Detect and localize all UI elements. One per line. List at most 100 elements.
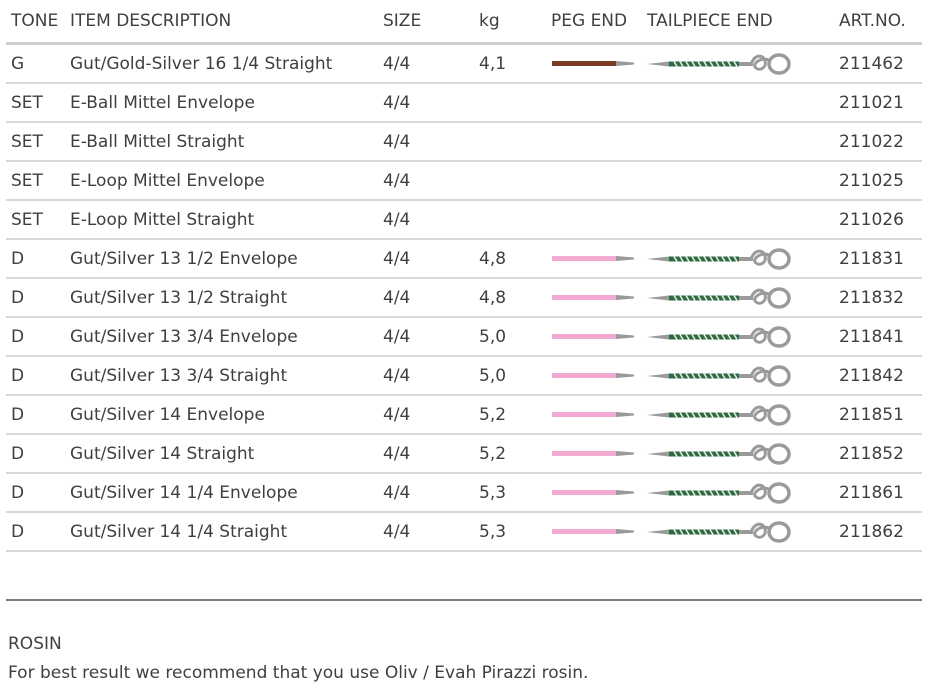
kg-cell: 5,2	[474, 434, 546, 474]
tone-cell: D	[6, 473, 65, 513]
size-cell: 4/4	[378, 434, 474, 474]
tailpiece-end-cell	[642, 278, 834, 318]
loop-end-icon	[647, 403, 791, 426]
table-row: SET E-Loop Mittel Envelope 4/4 211025	[6, 161, 922, 201]
tailpiece-end-cell	[642, 161, 834, 201]
size-cell: 4/4	[378, 83, 474, 123]
tone-cell: D	[6, 317, 65, 357]
peg-end-icon	[552, 60, 634, 66]
tailpiece-end-cell	[642, 434, 834, 474]
art-no-cell: 211021	[834, 83, 922, 123]
table-row: D Gut/Silver 13 1/2 Envelope 4/4 4,8 211831	[6, 239, 922, 279]
table-row: D Gut/Silver 13 1/2 Straight 4/4 4,8 211832	[6, 278, 922, 318]
peg-end-icon	[552, 372, 634, 378]
peg-end-cell	[546, 83, 642, 123]
art-no-cell: 211462	[834, 43, 922, 84]
description-cell: Gut/Silver 14 Envelope	[65, 395, 378, 435]
size-cell: 4/4	[378, 317, 474, 357]
kg-cell: 4,8	[474, 278, 546, 318]
table-row: SET E-Ball Mittel Straight 4/4 211022	[6, 122, 922, 162]
description-cell: E-Loop Mittel Straight	[65, 200, 378, 240]
art-no-cell: 211852	[834, 434, 922, 474]
peg-end-cell	[546, 473, 642, 513]
size-cell: 4/4	[378, 161, 474, 201]
size-cell: 4/4	[378, 512, 474, 552]
tailpiece-end-cell	[642, 122, 834, 162]
description-cell: Gut/Silver 13 1/2 Envelope	[65, 239, 378, 279]
art-no-cell: 211022	[834, 122, 922, 162]
header-tone: TONE	[6, 0, 65, 45]
loop-end-icon	[647, 520, 791, 543]
tailpiece-end-cell	[642, 43, 834, 84]
header-tailpiece-end: TAILPIECE END	[642, 0, 834, 45]
table-header-row: TONE ITEM DESCRIPTION SIZE kg PEG END TA…	[6, 0, 922, 45]
rosin-title: ROSIN	[8, 634, 62, 654]
peg-end-cell	[546, 122, 642, 162]
tone-cell: SET	[6, 161, 65, 201]
loop-end-icon	[647, 286, 791, 309]
tone-cell: D	[6, 356, 65, 396]
table-row: D Gut/Silver 13 3/4 Straight 4/4 5,0 211842	[6, 356, 922, 396]
peg-end-cell	[546, 200, 642, 240]
loop-end-icon	[647, 52, 791, 75]
peg-end-cell	[546, 43, 642, 84]
kg-cell	[474, 161, 546, 201]
description-cell: Gut/Silver 14 Straight	[65, 434, 378, 474]
peg-end-cell	[546, 512, 642, 552]
table-row: SET E-Ball Mittel Envelope 4/4 211021	[6, 83, 922, 123]
peg-end-cell	[546, 239, 642, 279]
peg-end-icon	[552, 333, 634, 339]
art-no-cell: 211832	[834, 278, 922, 318]
table-body: G Gut/Gold-Silver 16 1/4 Straight 4/4 4,1 21…	[6, 43, 922, 552]
art-no-cell: 211026	[834, 200, 922, 240]
kg-cell: 4,1	[474, 43, 546, 84]
art-no-cell: 211851	[834, 395, 922, 435]
tailpiece-end-cell	[642, 317, 834, 357]
tailpiece-end-cell	[642, 395, 834, 435]
header-art-no: ART.NO.	[834, 0, 922, 45]
table-row: D Gut/Silver 14 1/4 Envelope 4/4 5,3 211861	[6, 473, 922, 513]
kg-cell	[474, 83, 546, 123]
tone-cell: D	[6, 395, 65, 435]
peg-end-icon	[552, 450, 634, 456]
tailpiece-end-cell	[642, 512, 834, 552]
kg-cell: 5,3	[474, 512, 546, 552]
table-row: D Gut/Silver 14 Envelope 4/4 5,2 211851	[6, 395, 922, 435]
section-divider	[6, 599, 922, 601]
kg-cell	[474, 200, 546, 240]
peg-end-cell	[546, 395, 642, 435]
size-cell: 4/4	[378, 200, 474, 240]
peg-end-icon	[552, 255, 634, 261]
size-cell: 4/4	[378, 473, 474, 513]
size-cell: 4/4	[378, 356, 474, 396]
peg-end-cell	[546, 317, 642, 357]
size-cell: 4/4	[378, 278, 474, 318]
table-row: D Gut/Silver 13 3/4 Envelope 4/4 5,0 211841	[6, 317, 922, 357]
description-cell: E-Ball Mittel Envelope	[65, 83, 378, 123]
tailpiece-end-cell	[642, 239, 834, 279]
art-no-cell: 211025	[834, 161, 922, 201]
tone-cell: D	[6, 434, 65, 474]
table-row: G Gut/Gold-Silver 16 1/4 Straight 4/4 4,1 21…	[6, 43, 922, 84]
kg-cell: 5,3	[474, 473, 546, 513]
tone-cell: SET	[6, 200, 65, 240]
peg-end-icon	[552, 294, 634, 300]
description-cell: E-Loop Mittel Envelope	[65, 161, 378, 201]
kg-cell: 4,8	[474, 239, 546, 279]
loop-end-icon	[647, 247, 791, 270]
loop-end-icon	[647, 442, 791, 465]
tone-cell: D	[6, 278, 65, 318]
loop-end-icon	[647, 325, 791, 348]
peg-end-cell	[546, 278, 642, 318]
tone-cell: SET	[6, 122, 65, 162]
header-size: SIZE	[378, 0, 474, 45]
peg-end-icon	[552, 528, 634, 534]
size-cell: 4/4	[378, 395, 474, 435]
tailpiece-end-cell	[642, 356, 834, 396]
art-no-cell: 211861	[834, 473, 922, 513]
description-cell: Gut/Silver 13 3/4 Straight	[65, 356, 378, 396]
art-no-cell: 211841	[834, 317, 922, 357]
size-cell: 4/4	[378, 239, 474, 279]
tone-cell: SET	[6, 83, 65, 123]
table-row: D Gut/Silver 14 1/4 Straight 4/4 5,3 211862	[6, 512, 922, 552]
